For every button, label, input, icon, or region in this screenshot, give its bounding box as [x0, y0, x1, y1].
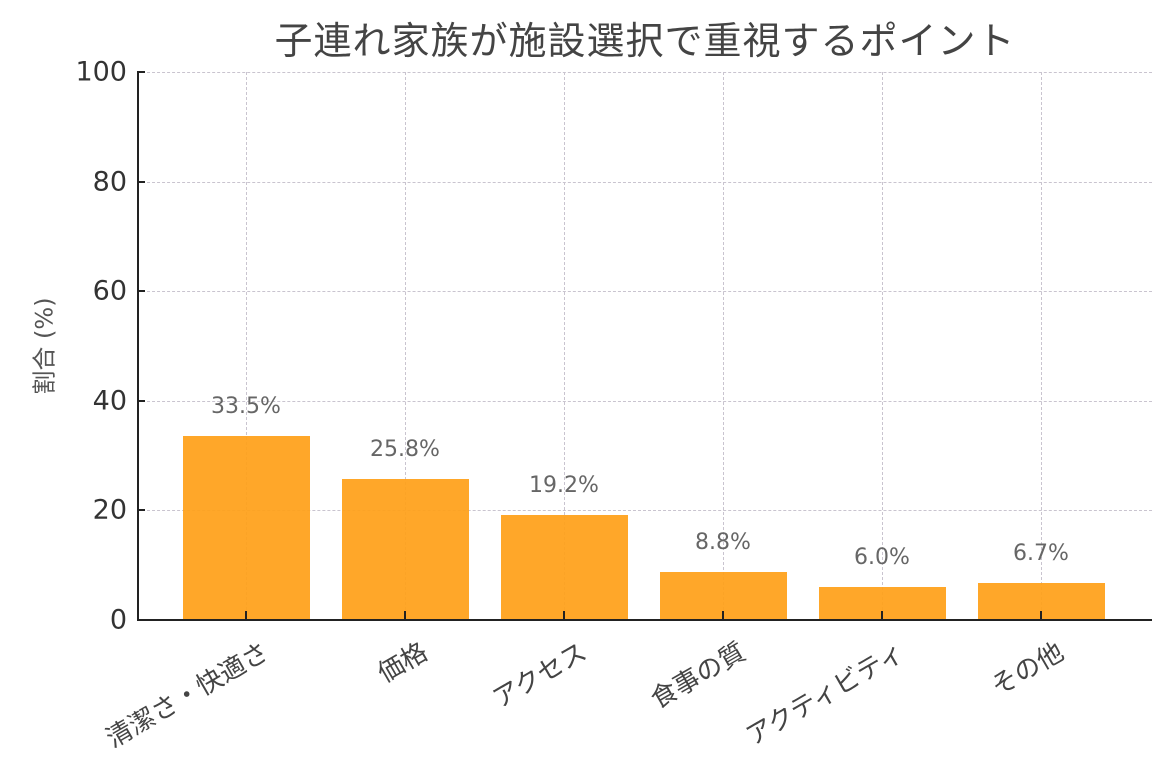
x-tick-label: 清潔さ・快適さ — [101, 637, 274, 755]
v-gridline — [564, 72, 565, 620]
y-tick-mark — [137, 290, 145, 293]
y-tick-mark — [137, 180, 145, 183]
x-tick-mark — [881, 611, 883, 620]
x-tick-mark — [245, 611, 247, 620]
x-tick-label: アクティビティ — [741, 637, 910, 752]
bar — [500, 514, 628, 620]
v-gridline — [1041, 72, 1042, 620]
y-tick-mark — [137, 619, 145, 621]
chart-title: 子連れ家族が施設選択で重視するポイント — [274, 19, 1016, 63]
h-gridline — [137, 400, 1152, 402]
x-tick-label: アクセス — [488, 637, 592, 715]
x-tick-mark — [404, 611, 406, 620]
x-tick-mark — [1040, 611, 1042, 620]
v-gridline — [246, 72, 247, 620]
y-axis-label: 割合 (%) — [30, 297, 59, 395]
x-tick-label: 食事の質 — [645, 637, 751, 716]
bar — [341, 478, 469, 620]
h-gridline — [137, 291, 1152, 293]
bar-value-label: 6.0% — [854, 545, 910, 571]
bar-value-label: 8.8% — [695, 529, 751, 555]
x-axis-spine — [137, 618, 1152, 621]
bar-value-label: 6.7% — [1013, 541, 1069, 567]
y-tick-label: 40 — [92, 385, 127, 417]
y-tick-label: 0 — [109, 604, 127, 636]
x-tick-label: その他 — [986, 637, 1069, 703]
y-tick-mark — [137, 399, 145, 402]
y-tick-label: 100 — [75, 56, 127, 88]
x-tick-label: 価格 — [372, 637, 433, 690]
x-tick-mark — [722, 611, 724, 620]
bar-value-label: 25.8% — [370, 436, 440, 462]
y-tick-mark — [137, 71, 145, 73]
y-tick-label: 80 — [92, 166, 127, 198]
h-gridline — [137, 181, 1152, 183]
bar-value-label: 33.5% — [211, 394, 281, 420]
h-gridline — [137, 72, 1152, 73]
y-tick-label: 60 — [92, 275, 127, 307]
v-gridline — [723, 72, 724, 620]
v-gridline — [405, 72, 406, 620]
y-axis-spine — [137, 72, 139, 621]
y-tick-label: 20 — [92, 494, 127, 526]
bar-value-label: 19.2% — [529, 472, 599, 498]
v-gridline — [882, 72, 883, 620]
y-tick-mark — [137, 509, 145, 512]
x-tick-mark — [563, 611, 565, 620]
bar — [182, 436, 310, 620]
plot-area: 33.5% 25.8% 19.2% 8.8% 6.0% 6.7% — [137, 71, 1152, 621]
h-gridline — [137, 510, 1152, 512]
